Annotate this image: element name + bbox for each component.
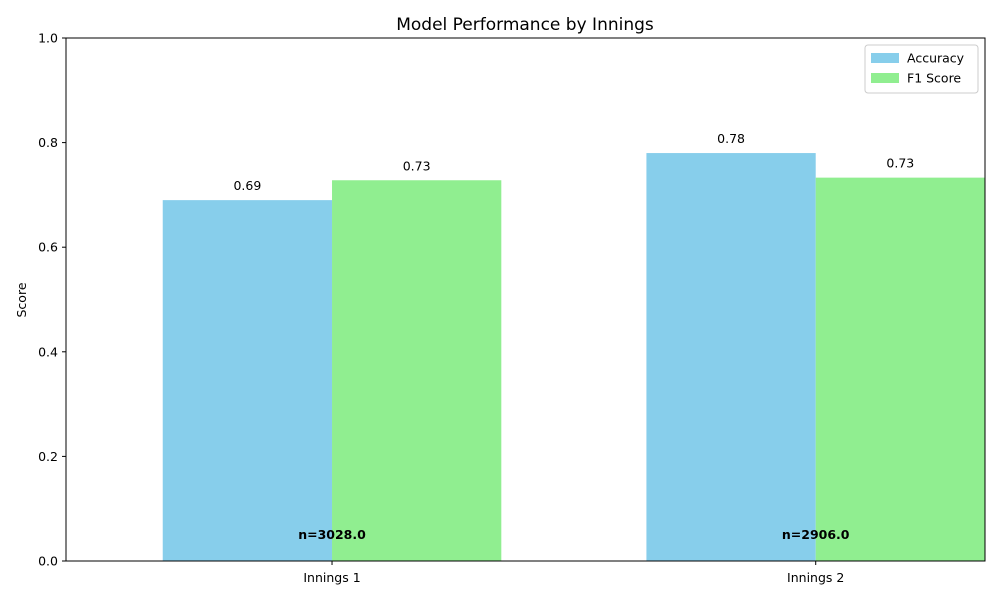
x-tick-label: Innings 2	[787, 570, 844, 585]
y-tick-label: 0.8	[38, 135, 58, 150]
y-tick-label: 1.0	[38, 31, 58, 46]
legend-swatch-accuracy	[871, 53, 899, 63]
bar-f1-score-2	[815, 177, 985, 562]
data-label-f1-score-2: 0.73	[886, 156, 914, 171]
sample-size-label-2: n=2906.0	[782, 527, 850, 542]
bar-accuracy-1	[162, 200, 333, 561]
legend-swatch-f1-score	[871, 73, 899, 83]
data-label-accuracy-2: 0.78	[717, 131, 745, 146]
labels-layer: 0.69 0.78 0.73 0.73 n=3028.0 n=2906.0	[233, 131, 914, 542]
legend-label-accuracy: Accuracy	[907, 51, 965, 66]
legend: Accuracy F1 Score	[864, 44, 979, 94]
plot-frame	[65, 37, 986, 562]
y-tick-label: 0.6	[38, 240, 58, 255]
bar-accuracy-2	[646, 153, 816, 561]
y-tick-label: 0.4	[38, 344, 58, 359]
chart-title: Model Performance by Innings	[396, 15, 654, 35]
legend-label-f1-score: F1 Score	[907, 71, 961, 86]
x-tick-label: Innings 1	[303, 570, 360, 585]
y-tick-label: 0.2	[38, 449, 58, 464]
y-axis-label: Score	[14, 282, 29, 317]
bar-f1-score-1	[332, 180, 502, 562]
bars-layer	[162, 153, 985, 562]
data-label-accuracy-1: 0.69	[233, 178, 261, 193]
data-label-f1-score-1: 0.73	[403, 158, 431, 173]
sample-size-label-1: n=3028.0	[298, 527, 366, 542]
y-tick-label: 0.0	[38, 554, 58, 569]
axes-layer: 0.0 0.2 0.4 0.6 0.8 1.0 Innings 1 Innings 2	[38, 31, 986, 585]
